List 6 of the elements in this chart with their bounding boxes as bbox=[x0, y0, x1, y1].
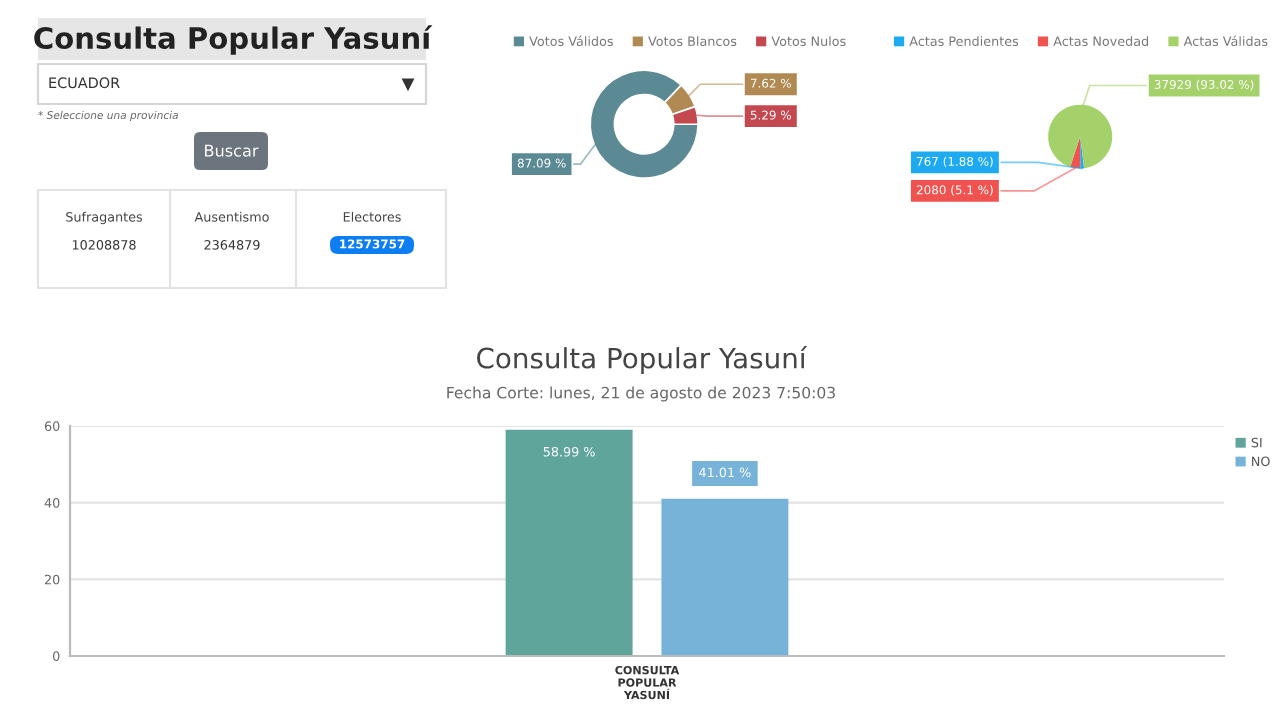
chart-title: Consulta Popular Yasuní bbox=[477, 346, 808, 374]
text: Buscar bbox=[205, 144, 259, 157]
pie-slice bbox=[1048, 104, 1113, 169]
pie-slice bbox=[1070, 136, 1081, 169]
text: Consulta Popular Yasuní bbox=[34, 25, 433, 55]
donut-slice bbox=[589, 69, 699, 180]
